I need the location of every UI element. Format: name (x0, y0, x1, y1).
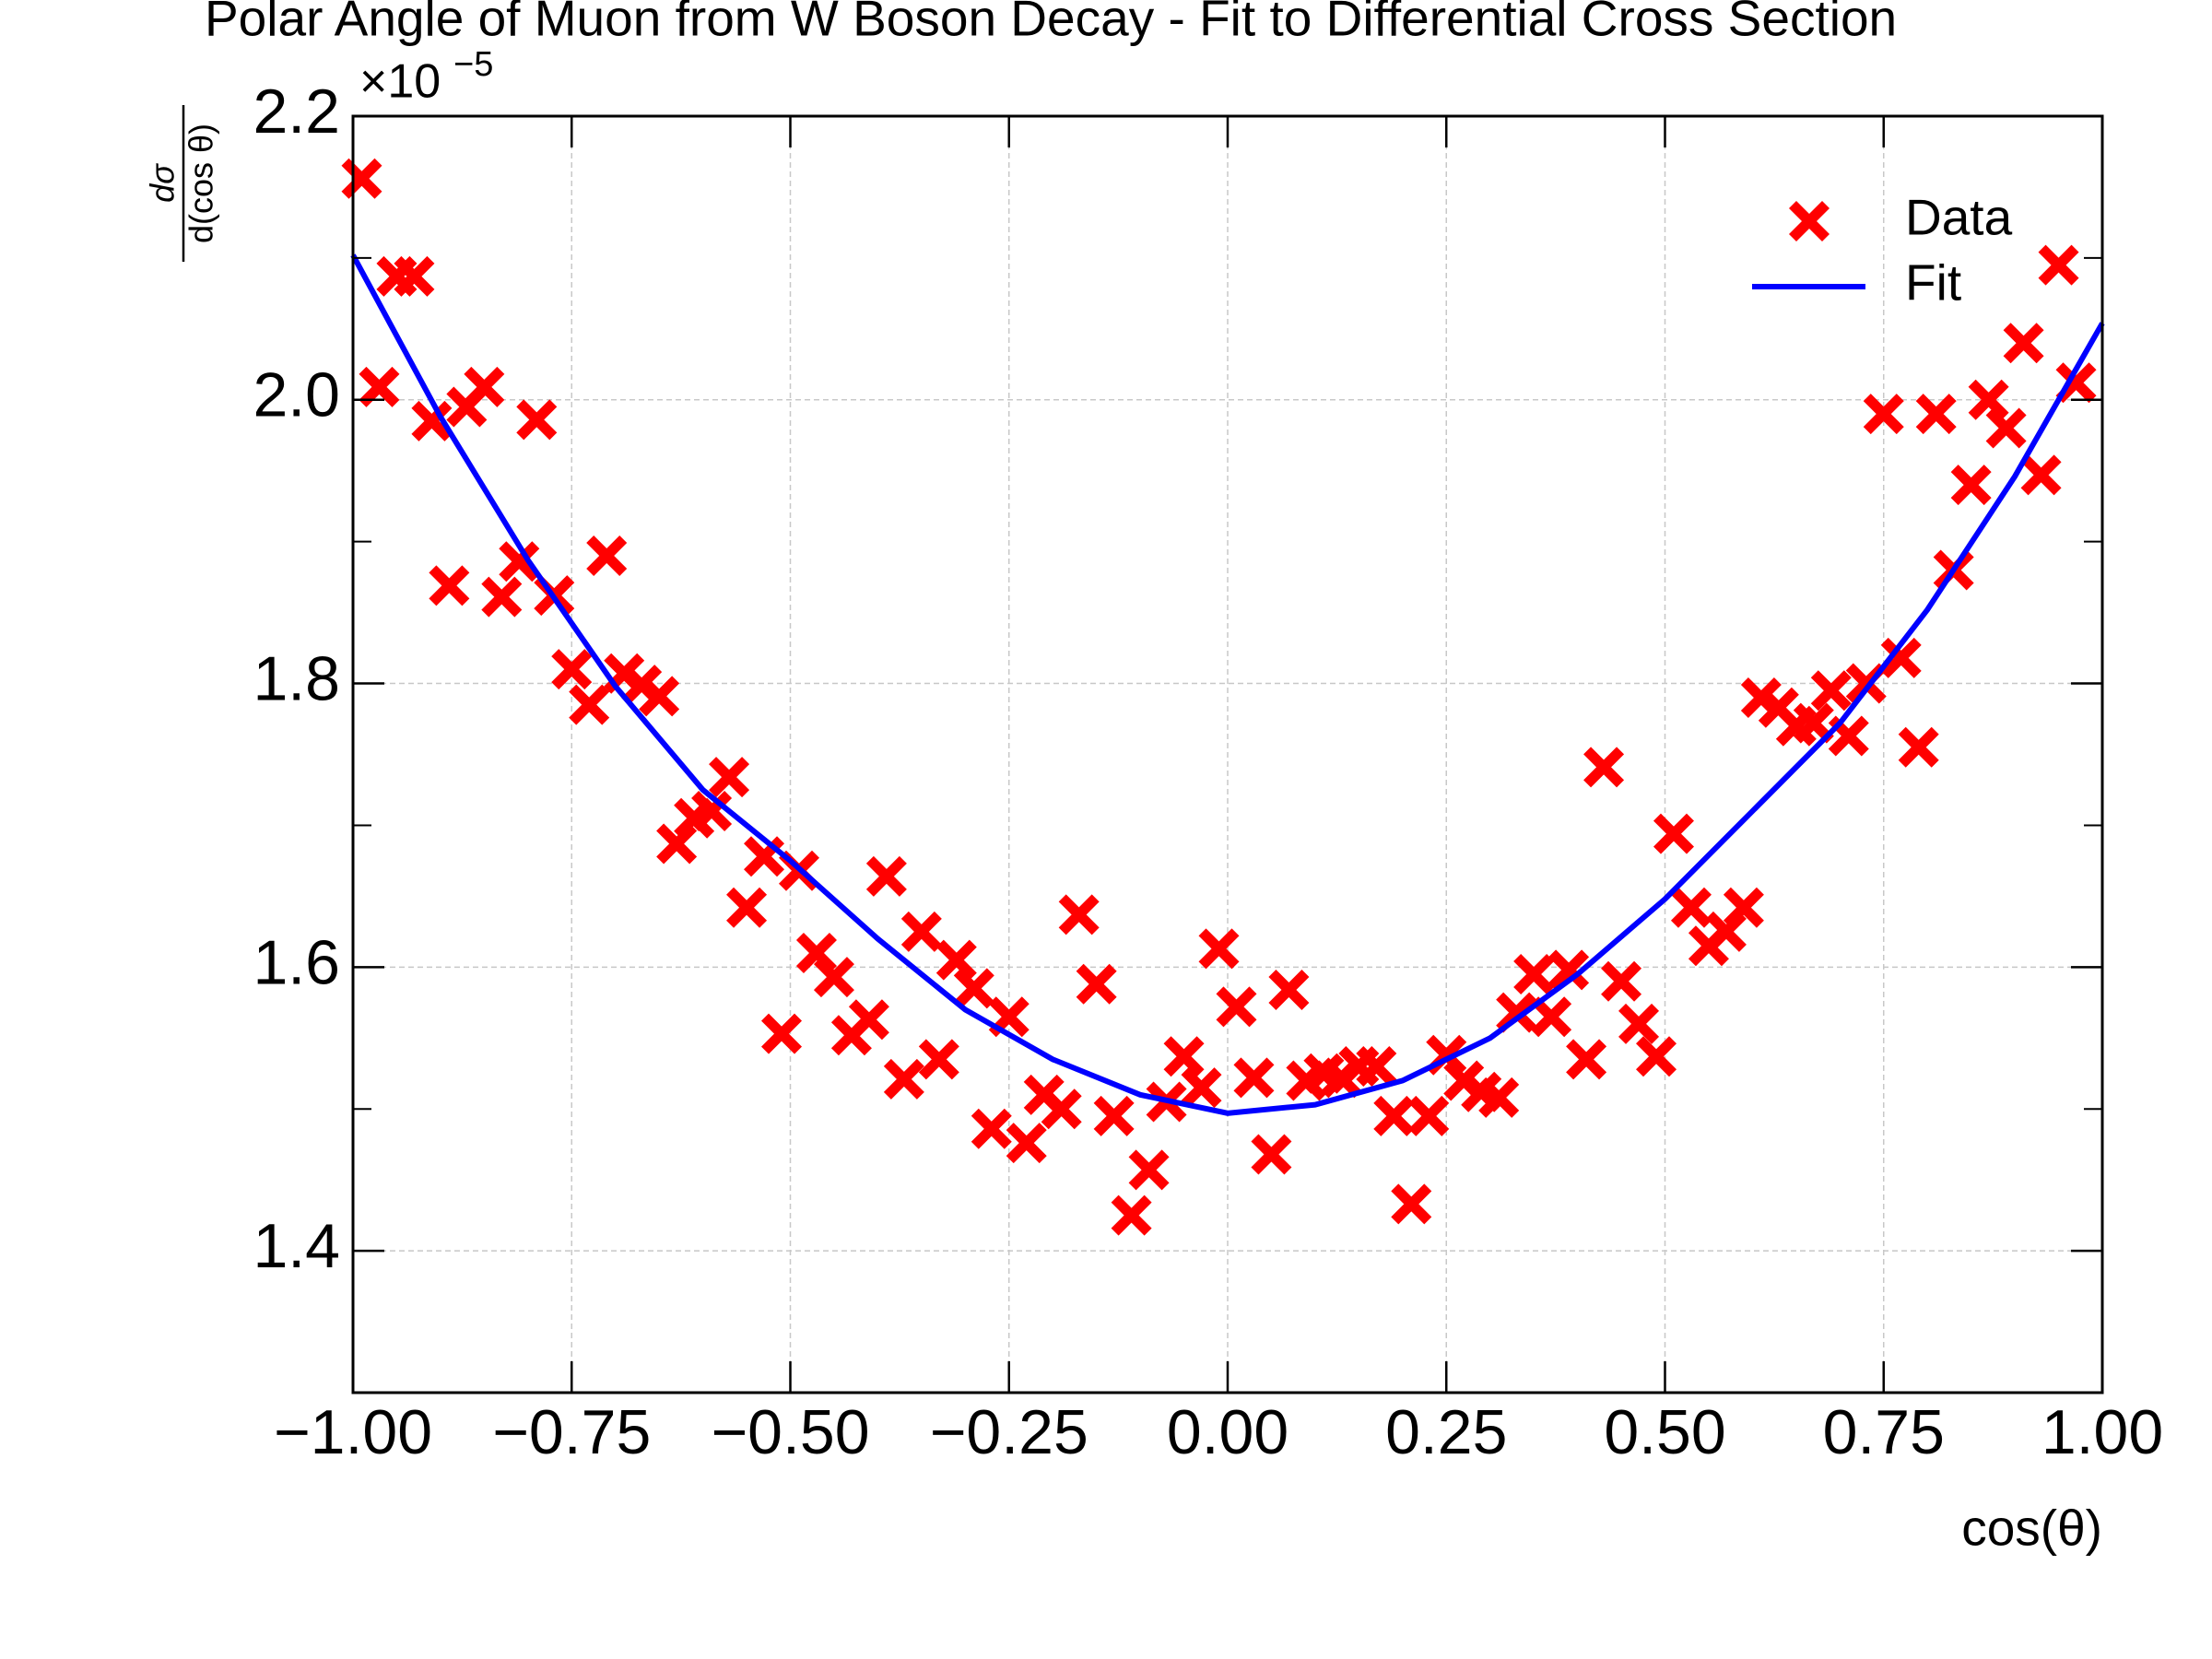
chart-title: Polar Angle of Muon from W Boson Decay -… (205, 0, 1897, 47)
data-point (411, 400, 453, 441)
data-point (1373, 1095, 1415, 1136)
data-point (1198, 928, 1240, 970)
fit-line (350, 253, 2105, 1116)
y-multiplier-exponent: −5 (453, 45, 493, 84)
data-point (1601, 960, 1642, 1002)
data-point (953, 968, 994, 1009)
x-tick-label: 1.00 (2041, 1397, 2163, 1467)
data-point (1058, 894, 1100, 935)
data-point (429, 565, 470, 606)
data-point (1496, 992, 1537, 1033)
data-point (1093, 1095, 1135, 1136)
x-tick-label: 0.75 (1823, 1397, 1945, 1467)
data-point (1670, 887, 1712, 928)
data-point (883, 1058, 924, 1100)
data-point (1566, 1039, 1607, 1080)
data-point (639, 676, 680, 717)
data-point (551, 649, 593, 690)
data-point (1111, 1194, 1152, 1236)
data-point (1233, 1057, 1275, 1099)
data-point (586, 535, 628, 577)
data-point (935, 939, 977, 981)
data-point (1636, 1036, 1677, 1077)
legend-marker (1789, 201, 1830, 241)
data-point (341, 158, 382, 199)
data-point (1181, 1067, 1222, 1109)
data-point (1863, 394, 1904, 435)
data-point (1548, 949, 1590, 991)
data-point (1163, 1036, 1205, 1077)
data-point (1898, 726, 1939, 768)
data-point (1006, 1123, 1047, 1164)
data-point (1268, 969, 1310, 1010)
data-point (481, 576, 523, 618)
y-multiplier: ×10 (359, 55, 441, 109)
data-point (1216, 986, 1257, 1028)
y-tick-label: 1.8 (253, 644, 340, 714)
x-tick-label: −1.00 (274, 1397, 432, 1467)
data-point (569, 684, 610, 725)
data-point (394, 255, 435, 297)
data-point (1583, 747, 1625, 788)
data-point (1513, 954, 1555, 995)
data-point (813, 957, 854, 998)
data-point (1076, 963, 1117, 1005)
data-point (761, 1013, 803, 1054)
data-point (1968, 379, 2009, 420)
data-point (2055, 362, 2097, 404)
x-tick-label: −0.25 (930, 1397, 1088, 1467)
data-point (848, 999, 889, 1041)
x-axis-label: cos(θ) (1961, 1500, 2102, 1557)
legend-label: Fit (1905, 254, 1961, 312)
data-point (499, 541, 540, 582)
y-tick-label: 2.2 (253, 76, 340, 147)
data-point (464, 366, 505, 407)
data-point (971, 1108, 1012, 1149)
x-tick-label: 0.25 (1385, 1397, 1507, 1467)
data-point (691, 791, 733, 832)
data-point (709, 757, 750, 798)
x-tick-label: −0.75 (492, 1397, 651, 1467)
x-tick-label: −0.50 (711, 1397, 869, 1467)
data-point (865, 855, 907, 897)
y-label-denominator: d(cos θ) (182, 124, 220, 243)
data-point (359, 366, 400, 407)
data-point (1793, 702, 1834, 744)
data-point (918, 1039, 959, 1080)
x-tick-label: 0.50 (1604, 1397, 1725, 1467)
data-point (1618, 1003, 1660, 1044)
data-point (1950, 465, 1992, 506)
data-point (1391, 1183, 1432, 1225)
data-point (1880, 637, 1922, 678)
x-tick-label: 0.00 (1167, 1397, 1288, 1467)
data-point (656, 823, 698, 865)
data-point (1356, 1046, 1397, 1088)
y-tick-label: 2.0 (253, 360, 340, 430)
data-point (1915, 394, 1957, 435)
data-point (1653, 813, 1694, 854)
data-point (2003, 323, 2044, 364)
data-point (1251, 1134, 1292, 1175)
data-point (1723, 887, 1764, 928)
y-tick-label: 1.6 (253, 927, 340, 997)
data-point (900, 911, 942, 952)
data-point (1531, 996, 1572, 1038)
data-point (1828, 715, 1869, 757)
y-label-numerator: dσ (144, 163, 182, 203)
data-point (1810, 670, 1852, 712)
data-point (1041, 1088, 1082, 1130)
y-tick-label: 1.4 (253, 1211, 340, 1281)
data-point (2020, 454, 2062, 496)
data-point (1985, 407, 2027, 449)
data-point (726, 887, 768, 928)
data-point (1478, 1077, 1520, 1118)
data-point (2038, 244, 2079, 286)
data-point (516, 399, 558, 441)
data-point (1408, 1095, 1450, 1136)
legend-label: Data (1905, 189, 2013, 246)
data-point (1128, 1149, 1170, 1191)
y-axis-label: dσ d(cos θ) (144, 105, 220, 262)
